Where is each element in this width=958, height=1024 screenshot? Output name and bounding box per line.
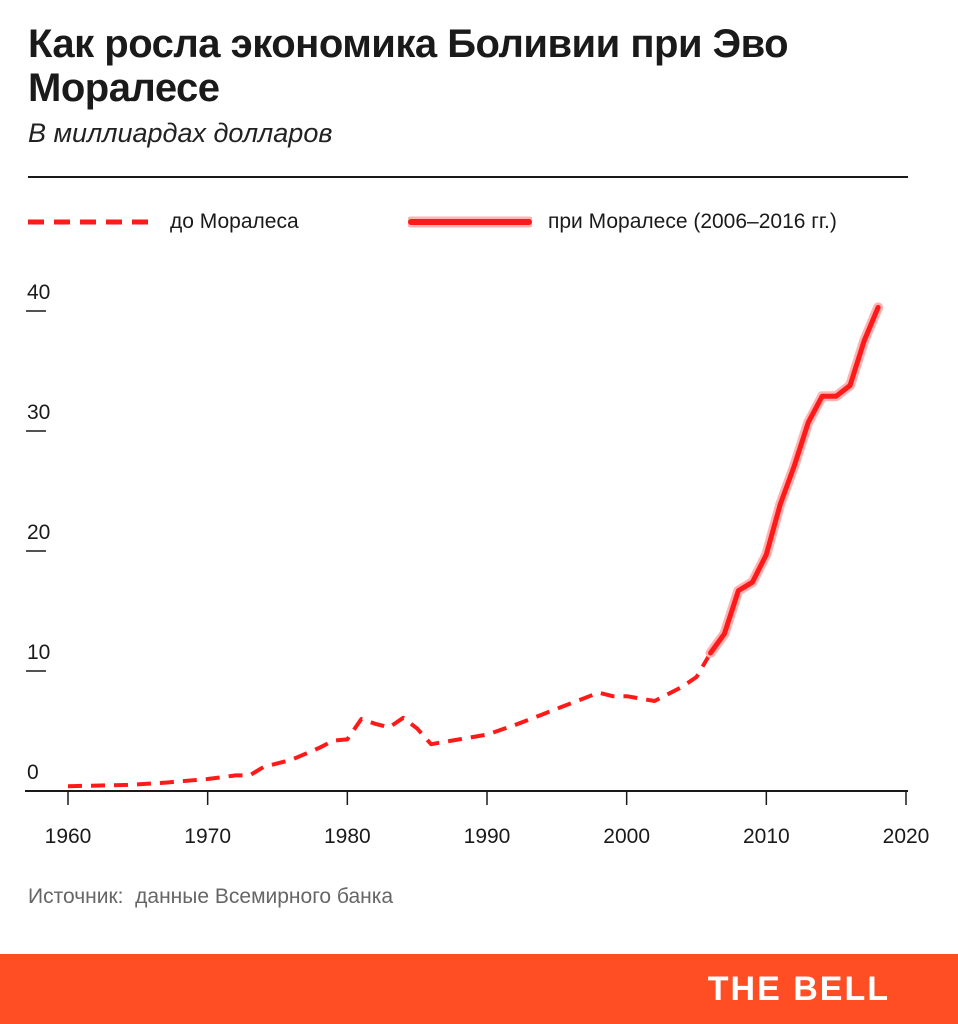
x-tick-label: 2000 [603,825,650,848]
y-tick-label: 20 [27,521,50,544]
footer-bar: THE BELL [0,954,958,1024]
y-tick-label: 40 [27,281,50,304]
series-line-before [67,651,713,789]
source-note: Источник: данные Всемирного банка [28,885,394,908]
y-tick-label: 0 [27,761,39,784]
legend-swatch-solid [408,216,532,228]
y-tick-label: 10 [27,641,50,664]
legend-label-before: до Моралеса [170,210,299,233]
line-chart: 0 10 20 30 40 1960 1970 1980 1990 2000 2010 2020 [25,281,930,848]
x-tick-label: 2010 [743,825,790,848]
legend-item-during: при Моралесе (2006–2016 гг.) [408,206,837,238]
x-tick-label: 1970 [184,825,231,848]
chart-title: Как росла экономика Боливии при Эво Мора… [28,22,789,110]
x-tick-label: 1980 [324,825,371,848]
x-tick-label: 1990 [464,825,511,848]
title-divider [28,176,908,178]
legend-label-during: при Моралесе (2006–2016 гг.) [548,210,837,233]
brand-logo: THE BELL [707,969,890,1008]
chart-subtitle: В миллиардах долларов [28,118,333,148]
series-line-during [708,304,881,656]
legend-swatch-dashed [28,219,148,225]
legend-item-before: до Моралеса [28,206,299,238]
x-tick-label: 2020 [883,825,930,848]
y-tick-label: 30 [27,401,50,424]
x-tick-label: 1960 [45,825,92,848]
